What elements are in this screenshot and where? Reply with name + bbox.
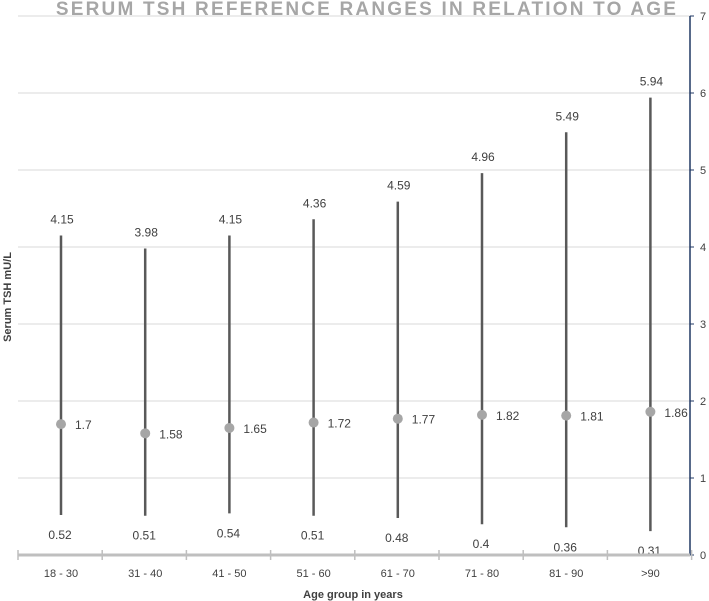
y-tick-label-1: 1 [700,473,706,485]
median-label->90: 1.86 [664,406,688,420]
x-tick-label-81 - 90: 81 - 90 [549,568,583,580]
y-tick-label-2: 2 [700,396,706,408]
median-label-41 - 50: 1.65 [243,422,267,436]
y-tick-label-3: 3 [700,319,706,331]
y-tick-label-4: 4 [700,242,706,254]
high-label-18 - 30: 4.15 [50,212,74,226]
median-label-81 - 90: 1.81 [580,410,604,424]
high-label-51 - 60: 4.36 [303,196,327,210]
low-label-41 - 50: 0.54 [217,526,241,540]
x-tick-label->90: >90 [641,568,660,580]
median-label-71 - 80: 1.82 [496,409,520,423]
high-label-71 - 80: 4.96 [471,150,495,164]
median-marker-71 - 80 [477,409,487,420]
y-tick-label-5: 5 [700,165,706,177]
x-axis-title: Age group in years [303,589,403,601]
high-label-61 - 70: 4.59 [387,179,411,193]
median-label-61 - 70: 1.77 [412,413,436,427]
median-marker-31 - 40 [140,428,151,439]
high-label-31 - 40: 3.98 [135,226,159,240]
x-tick-label-31 - 40: 31 - 40 [128,568,162,580]
median-marker-61 - 70 [392,413,403,424]
y-tick-label-7: 7 [700,11,706,23]
x-tick-label-18 - 30: 18 - 30 [44,568,78,580]
median-label-51 - 60: 1.72 [328,417,352,431]
x-tick-label-61 - 70: 61 - 70 [381,568,415,580]
high-label-41 - 50: 4.15 [219,212,243,226]
y-tick-label-6: 6 [700,88,706,100]
y-tick-label-0: 0 [700,550,706,562]
low-label-18 - 30: 0.52 [48,528,72,542]
high-label->90: 5.94 [640,75,664,89]
low-label-81 - 90: 0.36 [554,540,578,554]
median-label-18 - 30: 1.7 [75,418,92,432]
x-tick-label-71 - 80: 71 - 80 [465,568,499,580]
median-marker-41 - 50 [224,422,235,433]
axes: 0 1 2 3 4 5 6 7 18 - 30 31 - 40 41 - 50 51 - 60 61 -… [17,11,706,580]
low-label-31 - 40: 0.51 [133,529,157,543]
median-marker-81 - 90 [561,410,572,421]
range-series: 4.15 1.7 0.52 3.98 1.58 0.51 4.15 1.65 0.54 4.36 1… [48,75,688,559]
high-label-81 - 90: 5.49 [556,109,580,123]
y-axis-title: Serum TSH mU/L [2,252,14,342]
median-marker->90 [645,406,656,417]
low-label-71 - 80: 0.4 [473,537,490,551]
low-label-61 - 70: 0.48 [385,531,409,545]
gridlines [18,15,690,479]
median-marker-51 - 60 [308,417,319,428]
low-label-51 - 60: 0.51 [301,529,325,543]
median-marker-18 - 30 [56,419,66,430]
x-tick-label-51 - 60: 51 - 60 [296,568,330,580]
x-tick-label-41 - 50: 41 - 50 [212,568,246,580]
median-label-31 - 40: 1.58 [159,427,183,441]
chart-title: SERUM TSH REFERENCE RANGES IN RELATION T… [56,0,678,20]
